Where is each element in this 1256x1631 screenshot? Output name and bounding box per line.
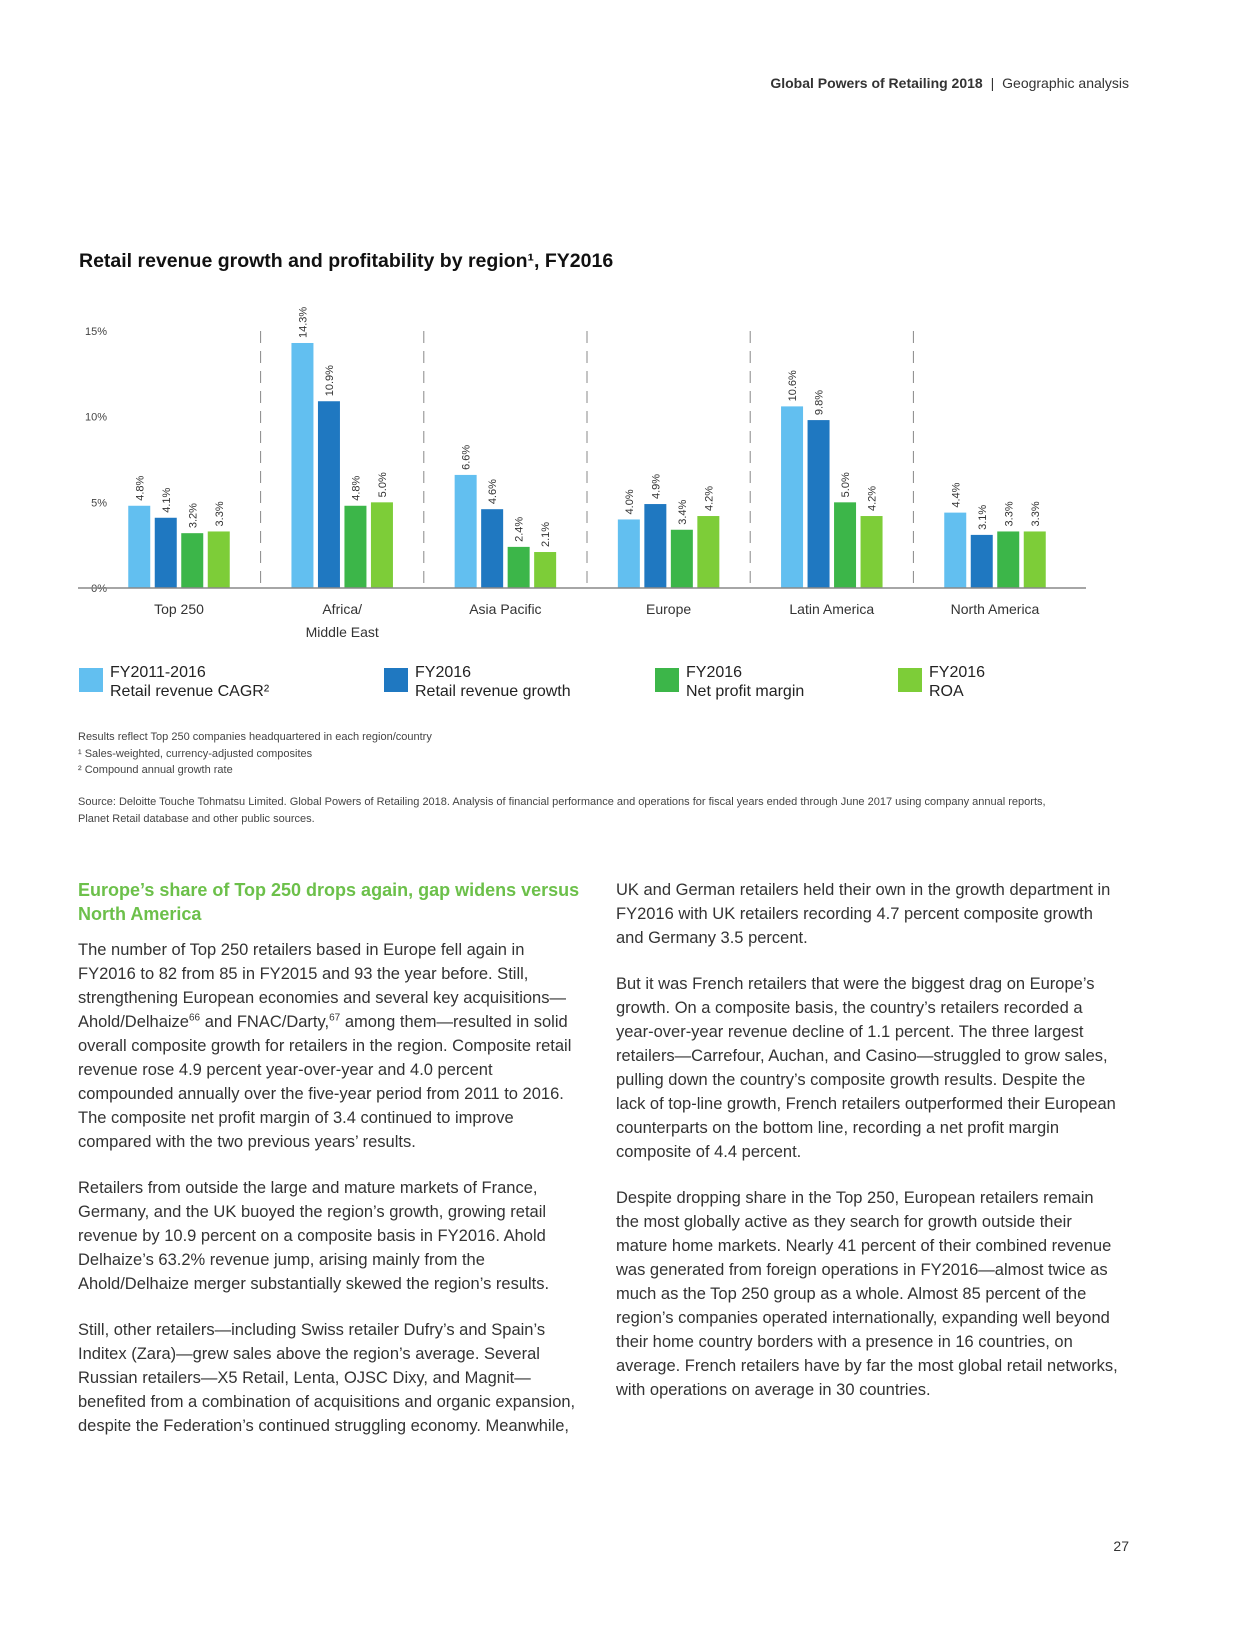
bar [128, 505, 151, 588]
notes: Results reflect Top 250 companies headqu… [78, 729, 432, 779]
value-label: 3.1% [977, 505, 989, 530]
bar [534, 552, 557, 588]
paragraph: Retailers from outside the large and mat… [78, 1179, 550, 1293]
bar [970, 534, 993, 588]
value-label: 3.3% [214, 501, 226, 526]
bar [617, 519, 640, 588]
value-label: 4.8% [350, 475, 362, 500]
bar [507, 546, 530, 588]
bar [207, 531, 230, 588]
paragraph: Still, other retailers—including Swiss r… [78, 881, 1111, 1435]
bar [834, 502, 857, 588]
legend-label: FY2016 Net profit margin [686, 664, 805, 700]
article: Europe’s share of Top 250 drops again, g… [78, 878, 1118, 1438]
bar [181, 533, 204, 588]
value-label: 2.4% [514, 517, 526, 542]
chart-title: Retail revenue growth and profitability … [79, 250, 614, 272]
value-label: 4.0% [624, 489, 636, 514]
legend-swatch [79, 668, 103, 692]
legend-swatch [384, 668, 408, 692]
x-tick-label: Latin America [789, 601, 875, 617]
text: and FNAC/Darty, [200, 1013, 330, 1031]
value-label: 4.9% [650, 474, 662, 499]
value-label: 2.1% [540, 522, 552, 547]
bar [697, 516, 720, 588]
bar [670, 529, 693, 588]
footnote-ref: 67 [329, 1012, 341, 1024]
text: among them—resulted in solid overall com… [78, 1013, 572, 1151]
bar [997, 531, 1020, 588]
value-label: 6.6% [461, 445, 473, 470]
legend-label: FY2016 Retail revenue growth [415, 664, 571, 700]
paragraph: Despite dropping share in the Top 250, E… [616, 1189, 1118, 1399]
value-label: 3.3% [1030, 501, 1042, 526]
x-tick-label: Asia Pacific [469, 601, 542, 617]
bar [860, 516, 883, 588]
legend-label: FY2016 ROA [929, 664, 986, 700]
article-heading: Europe’s share of Top 250 drops again, g… [78, 880, 580, 924]
header-section: Geographic analysis [1002, 75, 1129, 91]
x-tick-label: Europe [646, 601, 692, 617]
value-label: 10.9% [324, 365, 336, 396]
bar [454, 474, 477, 588]
value-label: 4.4% [950, 482, 962, 507]
value-label: 3.2% [187, 503, 199, 528]
y-tick-label: 5% [91, 497, 107, 509]
bar [644, 504, 667, 588]
legend-swatch [898, 668, 922, 692]
note: Results reflect Top 250 companies headqu… [78, 731, 432, 743]
bar [781, 406, 804, 588]
legend-swatch [655, 668, 679, 692]
bar [944, 512, 967, 588]
bar [1023, 531, 1046, 588]
running-header: Global Powers of Retailing 2018 | Geogra… [770, 75, 1129, 91]
value-label: 4.2% [703, 486, 715, 511]
bar [154, 517, 177, 588]
value-label: 3.3% [1003, 501, 1015, 526]
note: ¹ Sales-weighted, currency-adjusted comp… [78, 747, 313, 760]
value-label: 9.8% [814, 390, 826, 415]
bar [481, 509, 504, 588]
chart: 0% 5% 10% 15% 4.8% 4.1% 3.2% 3.3% 14.3% 10.9% 4.8%… [78, 307, 1086, 595]
footnote-ref: 66 [189, 1012, 201, 1024]
bar [291, 342, 314, 588]
value-label: 5.0% [840, 472, 852, 497]
value-label: 4.8% [134, 475, 146, 500]
value-label: 4.2% [867, 486, 879, 511]
page-number: 27 [1113, 1538, 1129, 1554]
x-tick-label: Top 250 [154, 601, 204, 617]
value-label: 4.6% [487, 479, 499, 504]
value-label: 10.6% [787, 370, 799, 401]
y-tick-label: 0% [91, 583, 107, 595]
value-label: 5.0% [377, 472, 389, 497]
value-label: 4.1% [161, 487, 173, 512]
note: ² Compound annual growth rate [78, 764, 233, 776]
value-label: 14.3% [297, 307, 309, 338]
bar [370, 502, 393, 588]
legend-label: FY2011-2016 Retail revenue CAGR² [110, 664, 270, 700]
paragraph: But it was French retailers that were th… [616, 975, 1116, 1161]
text: The number of Top 250 retailers based in… [78, 941, 566, 1031]
source: Source: Deloitte Touche Tohmatsu Limited… [78, 796, 1046, 825]
header-separator: | [990, 75, 995, 91]
bar [344, 505, 367, 588]
x-tick-label: Africa/ Middle East [305, 601, 379, 640]
x-tick-label: North America [950, 601, 1040, 617]
bar [807, 420, 830, 588]
y-tick-label: 15% [85, 326, 107, 338]
bar [317, 401, 340, 588]
value-label: 3.4% [677, 499, 689, 524]
paragraph: The number of Top 250 retailers based in… [78, 938, 580, 1154]
header-title: Global Powers of Retailing 2018 [770, 75, 983, 91]
y-tick-label: 10% [85, 412, 107, 424]
